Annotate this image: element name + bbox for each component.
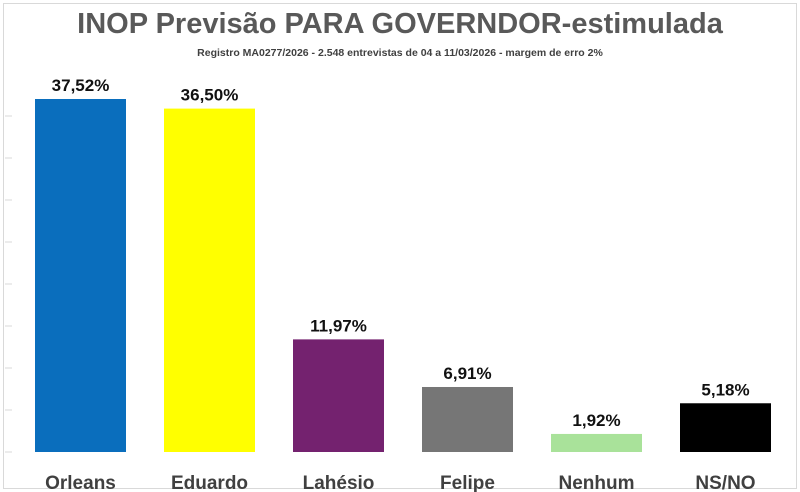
- category-labels-group: Orleans Eduardo Lahésio Felipe Nenhum NS/NO: [45, 473, 755, 492]
- value-label: 6,91%: [443, 364, 491, 383]
- value-label: 5,18%: [701, 380, 749, 399]
- chart-title: INOP Previsão PARA GOVERNDOR-estimulada: [77, 8, 723, 40]
- category-label: Lahésio: [303, 473, 375, 492]
- value-label: 11,97%: [310, 316, 367, 335]
- category-label: NS/NO: [695, 473, 755, 492]
- bar-lah-sio: [293, 339, 384, 452]
- bars-group: [35, 99, 771, 452]
- value-labels-group: 37,52% 36,50% 11,97% 6,91% 1,92% 5,18%: [52, 76, 750, 430]
- axis-tick-marks: [5, 115, 12, 453]
- bar-ns-no: [680, 403, 771, 452]
- value-label: 1,92%: [572, 411, 620, 430]
- chart-frame: [3, 3, 797, 489]
- value-label: 36,50%: [181, 86, 239, 105]
- chart-subtitle: Registro MA0277/2026 - 2.548 entrevistas…: [197, 47, 603, 59]
- category-label: Eduardo: [171, 473, 248, 492]
- category-label: Felipe: [440, 473, 495, 492]
- bar-felipe: [422, 386, 513, 452]
- bar-nenhum: [551, 433, 642, 452]
- category-label: Nenhum: [559, 473, 635, 492]
- bar-orleans: [35, 99, 126, 452]
- category-label: Orleans: [45, 473, 116, 492]
- value-label: 37,52%: [52, 76, 110, 95]
- bar-eduardo: [164, 108, 255, 452]
